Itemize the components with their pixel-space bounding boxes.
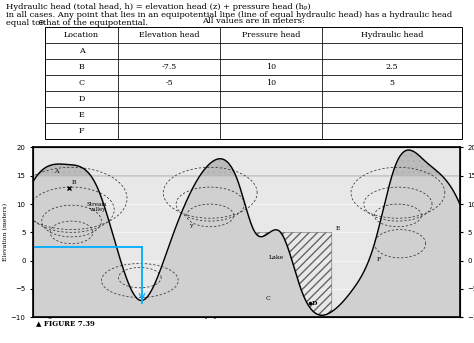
Text: 10: 10 — [266, 79, 276, 87]
Text: C: C — [79, 79, 84, 87]
Text: All values are in meters:: All values are in meters: — [202, 17, 305, 25]
Text: D: D — [312, 301, 318, 306]
Text: A: A — [79, 47, 84, 55]
Text: 5: 5 — [390, 79, 395, 87]
Text: F: F — [377, 257, 381, 262]
Text: A: A — [55, 169, 59, 174]
Text: C: C — [265, 296, 270, 301]
Text: E: E — [79, 111, 84, 119]
Text: Pressure head: Pressure head — [242, 32, 301, 39]
Text: B: B — [72, 180, 76, 185]
Text: Stream
valley: Stream valley — [87, 202, 108, 212]
Text: F: F — [79, 127, 84, 135]
Text: Hydraulic head (total head, h) = elevation head (z) + pressure head (hₚ): Hydraulic head (total head, h) = elevati… — [6, 3, 310, 11]
Text: B: B — [79, 63, 84, 71]
Bar — [45, 27, 462, 139]
Text: Diagram for Problem 3. The dashed lines are equipotentials. Heads are in meters.: Diagram for Problem 3. The dashed lines … — [36, 311, 328, 319]
Text: Location: Location — [64, 32, 99, 39]
Y-axis label: Elevation (meters): Elevation (meters) — [3, 203, 8, 261]
Text: ⊕: ⊕ — [38, 18, 44, 27]
Text: Lake: Lake — [269, 255, 284, 260]
Text: in all cases. Any point that lies in an equipotential line (line of equal hydrau: in all cases. Any point that lies in an … — [6, 11, 452, 19]
Text: Elevation head: Elevation head — [139, 32, 200, 39]
Text: -7.5: -7.5 — [162, 63, 177, 71]
Text: 10: 10 — [266, 63, 276, 71]
Text: y: y — [189, 223, 193, 228]
Text: 2.5: 2.5 — [386, 63, 399, 71]
Text: equal to that of the equipotential.: equal to that of the equipotential. — [6, 19, 148, 26]
Text: ▲ FIGURE 7.39: ▲ FIGURE 7.39 — [36, 319, 94, 327]
Text: E: E — [336, 226, 340, 230]
Text: Hydraulic head: Hydraulic head — [361, 32, 423, 39]
Text: D: D — [78, 95, 85, 103]
Text: -5: -5 — [165, 79, 173, 87]
